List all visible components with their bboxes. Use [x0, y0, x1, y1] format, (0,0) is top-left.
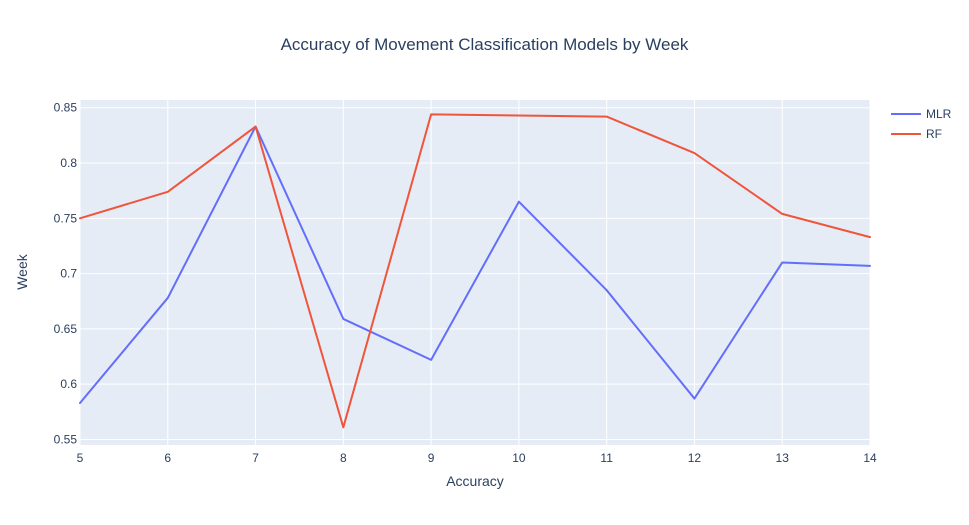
x-tick-label: 9: [428, 451, 435, 465]
x-gridlines: [79, 100, 871, 445]
x-tick-label: 13: [776, 451, 790, 465]
legend: MLR RF: [891, 107, 952, 141]
x-tick-label: 12: [688, 451, 702, 465]
x-tick-label: 11: [600, 451, 613, 465]
y-tick-label: 0.55: [54, 432, 78, 446]
y-axis-title: Week: [14, 253, 30, 290]
series-line-mlr: [79, 125, 871, 404]
y-tick-label: 0.8: [60, 156, 77, 170]
y-tick-label: 0.65: [54, 322, 78, 336]
y-tick-label: 0.75: [54, 211, 78, 225]
legend-label-rf: RF: [926, 127, 942, 141]
x-tick-label: 14: [863, 451, 877, 465]
x-tick-label: 6: [164, 451, 171, 465]
y-tick-labels: 0.55 0.6 0.65 0.7 0.75 0.8 0.85: [54, 101, 78, 447]
x-tick-labels: 5 6 7 8 9 10 11 12 13 14: [77, 451, 877, 465]
x-tick-label: 5: [77, 451, 84, 465]
y-tick-label: 0.7: [60, 267, 77, 281]
y-tick-label: 0.85: [54, 101, 78, 115]
x-tick-label: 7: [252, 451, 259, 465]
series-layer: [79, 113, 871, 429]
legend-label-mlr: MLR: [926, 107, 952, 121]
x-tick-label: 10: [512, 451, 526, 465]
plot-background: [80, 100, 870, 445]
series-line-rf: [79, 113, 871, 429]
x-tick-label: 8: [340, 451, 347, 465]
y-tick-label: 0.6: [60, 377, 77, 391]
x-axis-title: Accuracy: [446, 473, 504, 489]
chart-title: Accuracy of Movement Classification Mode…: [281, 35, 689, 54]
